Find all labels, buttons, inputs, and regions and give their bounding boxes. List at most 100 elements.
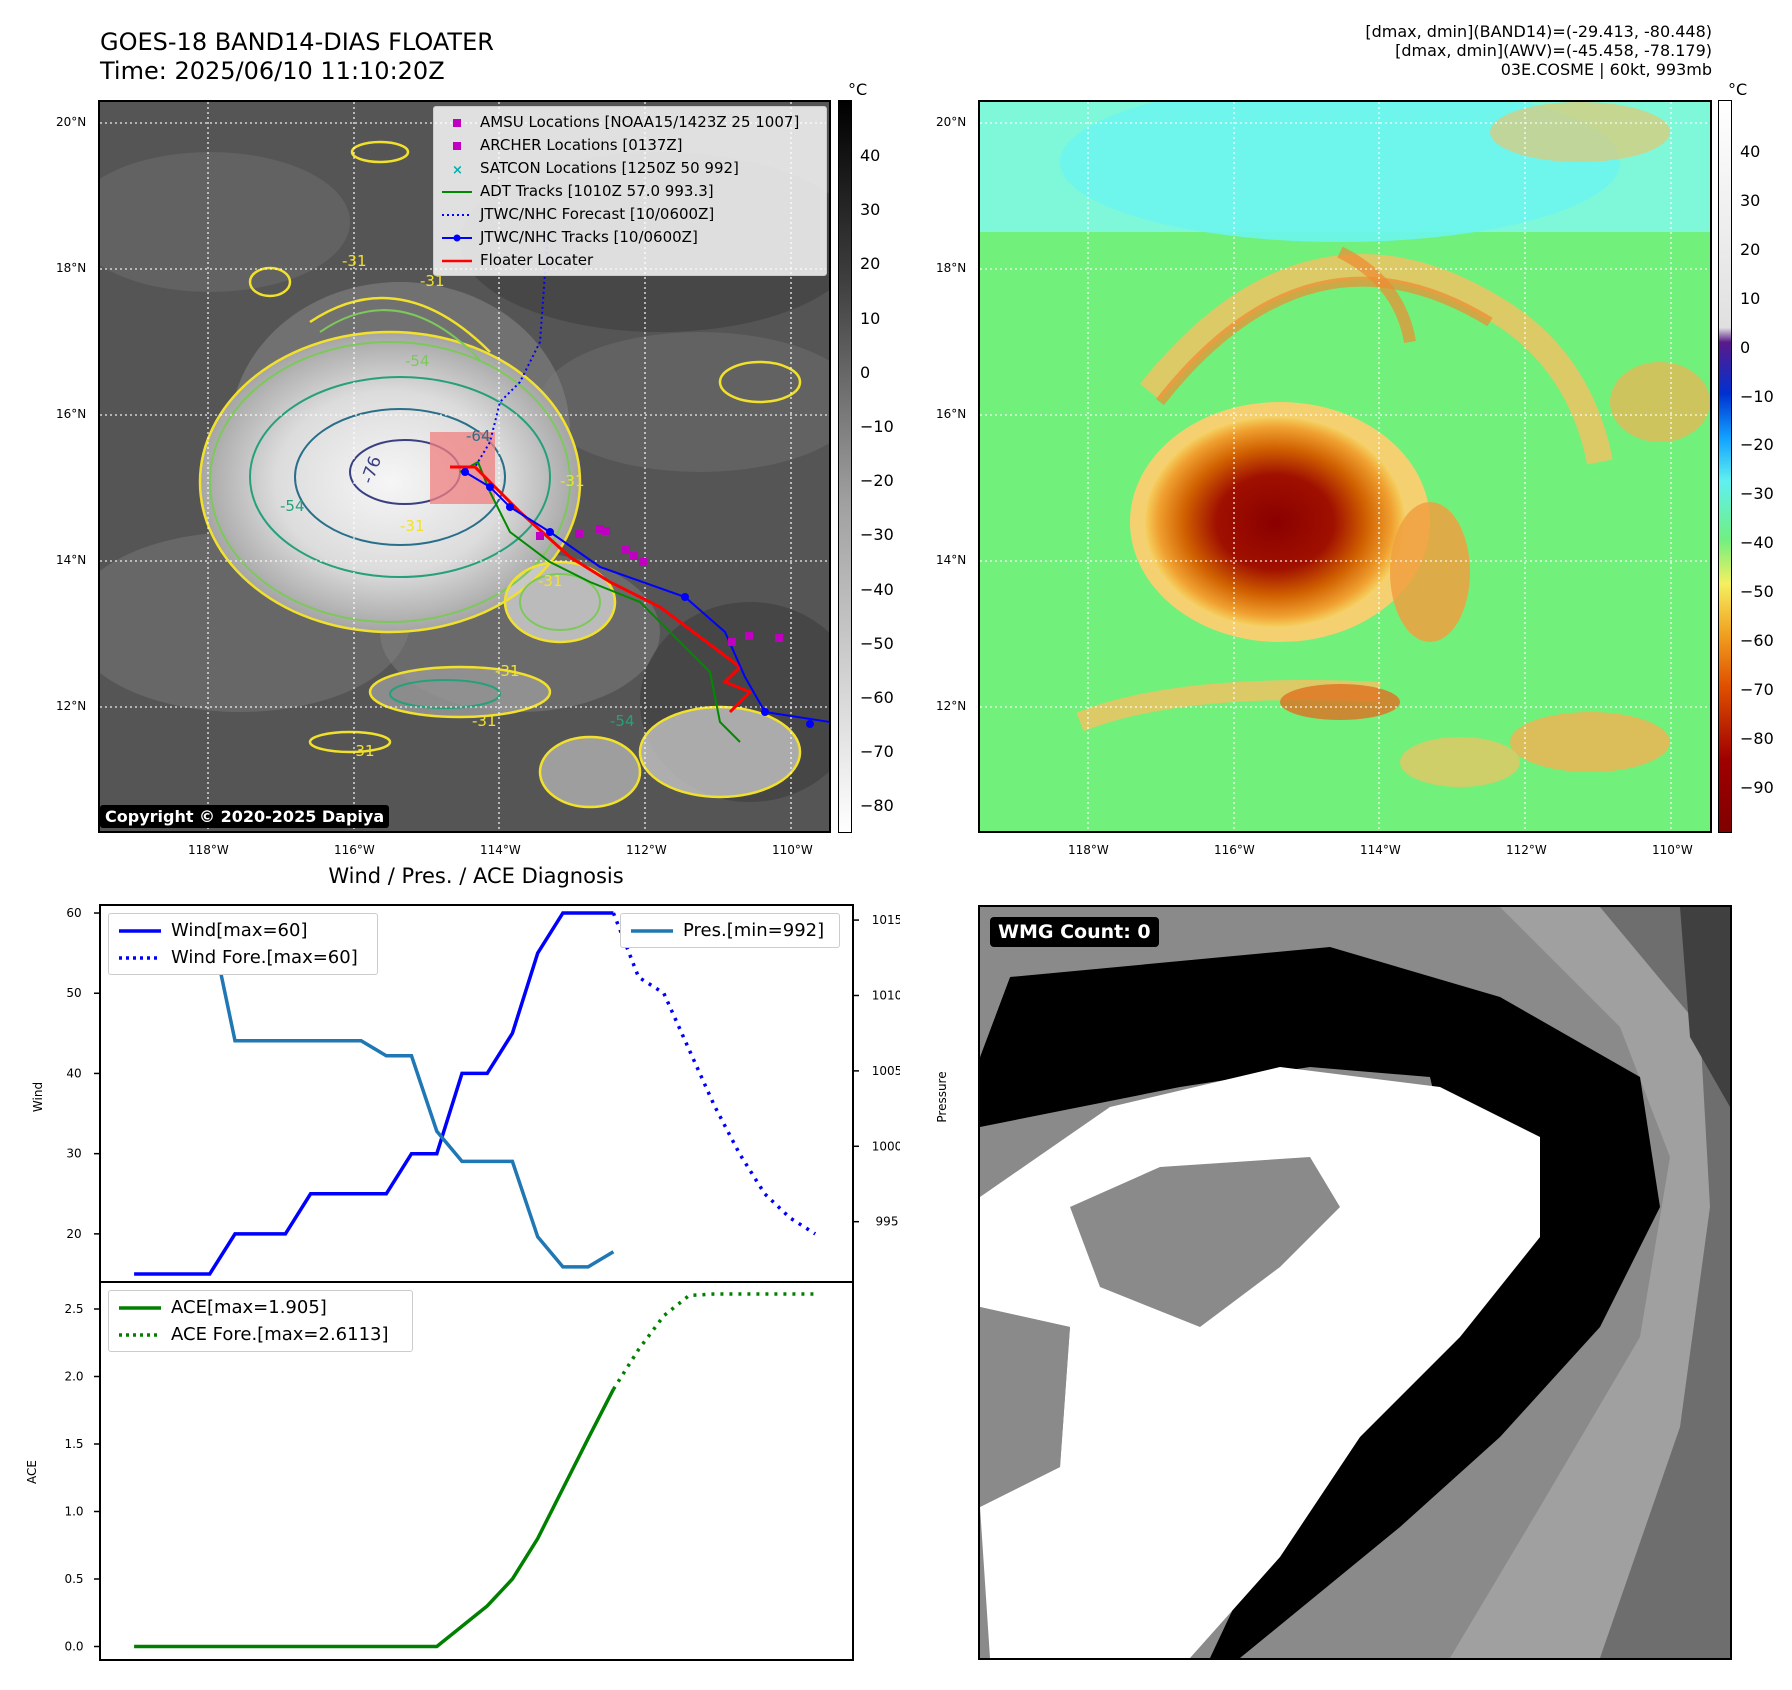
contour-label: -64 [466,427,491,445]
colorbar-tick: −70 [860,742,894,762]
colorbar-tick: −30 [1740,484,1774,504]
awv-image [980,102,1710,831]
wmg-panel: WMG Count: 0 [978,905,1732,1660]
lon-tick: 118°W [188,843,229,857]
colorbar-tick: −40 [1740,533,1774,553]
colorbar-tick: −60 [1740,631,1774,650]
pressure-tick-label: 1005 [872,1064,900,1078]
colorbar-tick: 30 [1740,190,1761,210]
ace-series-line [134,1388,615,1649]
contour-label: -31 [350,742,375,760]
colorbar-tick: 40 [1740,142,1761,161]
title-line-1: GOES-18 BAND14-DIAS FLOATER [100,28,494,56]
stats-line-3: 03E.COSME | 60kt, 993mb [1500,60,1712,79]
colorbar-tick: −80 [860,796,894,816]
lon-tick: 112°W [626,843,667,857]
legend-archer: ARCHER Locations [0137Z] [442,134,818,157]
colorbar-tick: −60 [860,688,894,707]
colorbar-tick: 0 [1740,337,1751,357]
pressure-axis-label: Pressure [935,1071,949,1123]
band14-colorbar-unit: °C [848,80,868,99]
colorbar-tick: 30 [860,200,881,220]
contour-label: -31 [342,252,367,270]
lat-tick: 12°N [56,699,87,713]
contour-label: -54 [610,712,635,730]
colorbar-tick: −10 [860,417,894,436]
legend-tracks: JTWC/NHC Tracks [10/0600Z] [442,226,818,249]
ace-forecast-series-line [611,1292,816,1391]
wind-tick-label: 50 [66,986,81,1000]
svg-text:×: × [452,163,463,176]
wind-series-line [134,911,614,1276]
colorbar-tick: −20 [860,471,894,491]
wind-tick-label: 30 [66,1147,81,1161]
colorbar-tick: 10 [860,308,881,328]
contour-label: -31 [472,712,497,730]
lat-tick: 12°N [936,699,967,713]
contour-label: -31 [538,572,563,590]
colorbar-tick: 20 [860,254,881,274]
lat-tick: 18°N [56,261,87,275]
awv-colorbar [1718,100,1732,833]
legend-forecast: JTWC/NHC Forecast [10/0600Z] [442,205,715,223]
lat-tick: 14°N [56,553,87,567]
lon-tick: 110°W [772,843,813,857]
pressure-tick-label: 1015 [872,913,900,927]
copyright-badge: Copyright © 2020-2025 Dapiya [100,805,390,828]
diagnosis-chart: 60 50 40 30 20 1015 1010 1005 1000 995 2.5 2.0 1.5 1.… [64,904,900,1661]
legend-ace-fore: ACE Fore.[max=2.6113] [119,1324,389,1345]
pressure-tick-label: 1010 [872,988,900,1002]
wind-forecast-series-line [611,912,817,1236]
stats-block: [dmax, dmin](BAND14)=(-29.413, -80.448) … [1152,22,1712,79]
legend-adt: ADT Tracks [1010Z 57.0 993.3] [442,182,714,200]
colorbar-tick: −50 [1740,582,1774,602]
band14-ir-map: -31 -31 -31 -54 -54 -64 -76 -31 -31 -31 … [98,100,831,833]
ace-tick-label: 0.0 [64,1640,83,1654]
pressure-tick-label: 1000 [872,1139,900,1153]
colorbar-tick: −50 [860,633,894,653]
legend-satcon: × SATCON Locations [1250Z 50 992] [452,159,739,177]
wind-axis-label: Wind [31,1081,45,1113]
ace-tick-label: 1.0 [64,1505,83,1519]
colorbar-tick: −80 [1740,728,1774,748]
lon-tick: 116°W [1214,843,1255,857]
stats-line-2: [dmax, dmin](AWV)=(-45.458, -78.179) [1395,41,1712,60]
ace-legend: ACE[max=1.905] ACE Fore.[max=2.6113] [108,1290,413,1352]
wmg-image [980,907,1730,1658]
colorbar-tick: 20 [1740,239,1761,259]
legend-amsu: AMSU Locations [NOAA15/1423Z 25 1007] [442,111,818,134]
lon-tick: 116°W [334,843,375,857]
colorbar-tick: −90 [1740,777,1774,797]
colorbar-tick: −10 [1740,386,1774,406]
lat-tick: 20°N [936,115,967,129]
ace-axes [99,1281,854,1661]
legend-wind: Wind[max=60] [119,920,308,941]
ace-tick-label: 2.5 [64,1302,83,1316]
legend-ace: ACE[max=1.905] [119,1297,327,1318]
map-legend: AMSU Locations [NOAA15/1423Z 25 1007] AR… [433,106,827,276]
diagnosis-title: Wind / Pres. / ACE Diagnosis [328,864,624,888]
colorbar-tick: −30 [860,525,894,545]
legend-wind-fore: Wind Fore.[max=60] [119,947,358,968]
colorbar-tick: 0 [860,362,871,382]
awv-map [978,100,1712,833]
contour-label: -31 [420,272,445,290]
figure-title: GOES-18 BAND14-DIAS FLOATER Time: 2025/0… [100,28,494,86]
wind-tick-label: 60 [66,906,81,920]
lon-tick: 112°W [1506,843,1547,857]
band14-colorbar [838,100,852,833]
contour-label: -54 [405,352,430,370]
lat-tick: 14°N [936,553,967,567]
colorbar-tick: 40 [860,146,881,165]
stats-line-1: [dmax, dmin](BAND14)=(-29.413, -80.448) [1365,22,1712,41]
lat-tick: 16°N [936,407,967,421]
lat-tick: 18°N [936,261,967,275]
lon-tick: 110°W [1652,843,1693,857]
colorbar-tick: −40 [860,579,894,599]
ace-tick-label: 1.5 [64,1437,83,1451]
wind-tick-label: 20 [66,1227,81,1241]
ace-tick-label: 0.5 [64,1572,83,1586]
pressure-tick-label: 995 [876,1215,899,1229]
contour-label: -31 [400,517,425,535]
lon-tick: 118°W [1068,843,1109,857]
